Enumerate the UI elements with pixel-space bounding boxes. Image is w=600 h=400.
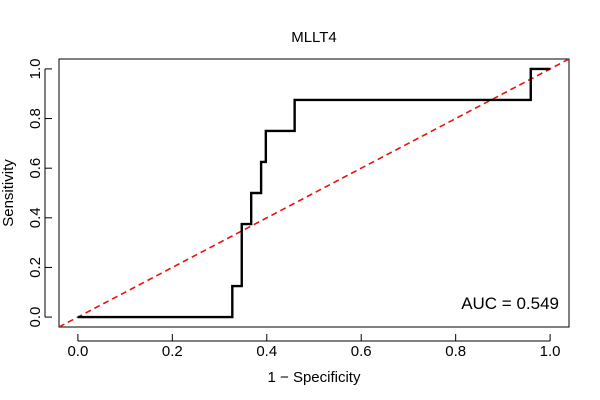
- chance-diagonal-line: [59, 59, 569, 327]
- x-tick-label: 0.6: [351, 343, 372, 360]
- x-tick-label: 0.2: [162, 343, 183, 360]
- x-axis-label: 1 − Specificity: [268, 369, 361, 386]
- y-axis-label: Sensitivity: [0, 159, 17, 227]
- x-tick-label: 0.0: [67, 343, 88, 360]
- y-tick-label: 0.6: [27, 158, 44, 179]
- y-tick-label: 0.2: [27, 257, 44, 278]
- y-tick-label: 0.8: [27, 108, 44, 129]
- x-tick-label: 0.4: [256, 343, 277, 360]
- auc-annotation: AUC = 0.549: [461, 294, 559, 313]
- x-tick-label: 0.8: [445, 343, 466, 360]
- plot-frame: [58, 58, 570, 328]
- y-axis: 0.0 0.2 0.4 0.6 0.8 1.0: [27, 59, 52, 328]
- y-tick-label: 0.0: [27, 307, 44, 328]
- chart-title: MLLT4: [291, 29, 337, 46]
- x-tick-label: 1.0: [540, 343, 561, 360]
- y-tick-label: 1.0: [27, 59, 44, 80]
- roc-curve-line: [77, 67, 551, 319]
- x-axis: 0.0 0.2 0.4 0.6 0.8 1.0: [67, 334, 561, 360]
- y-tick-label: 0.4: [27, 207, 44, 228]
